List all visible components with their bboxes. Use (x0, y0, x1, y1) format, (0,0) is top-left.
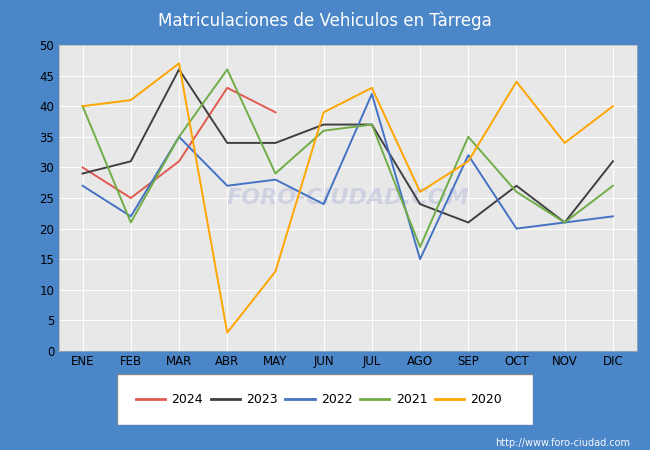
Text: 2024: 2024 (171, 393, 203, 406)
Text: FORO-CIUDAD.COM: FORO-CIUDAD.COM (226, 188, 469, 208)
Text: 2021: 2021 (396, 393, 427, 406)
Text: 2023: 2023 (246, 393, 278, 406)
FancyBboxPatch shape (117, 374, 533, 425)
Text: Matriculaciones de Vehiculos en Tàrrega: Matriculaciones de Vehiculos en Tàrrega (158, 11, 492, 30)
Text: http://www.foro-ciudad.com: http://www.foro-ciudad.com (495, 438, 630, 448)
Text: 2022: 2022 (321, 393, 352, 406)
Text: 2020: 2020 (471, 393, 502, 406)
